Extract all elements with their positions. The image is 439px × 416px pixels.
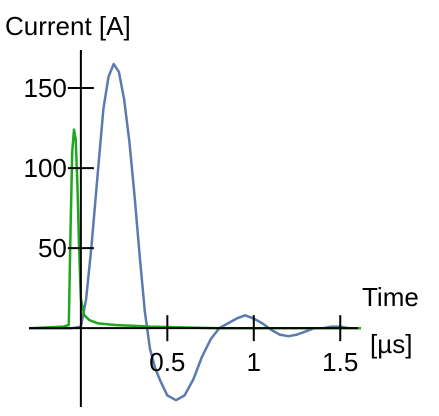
x-axis-label-time: Time [362, 282, 419, 312]
ticks-layer: 50 100 150 0.5 1 1.5 [23, 73, 358, 377]
x-axis-label-unit: [µs] [370, 329, 412, 359]
y-tick-label: 150 [23, 73, 66, 103]
x-tick-label: 1 [247, 347, 261, 377]
x-tick-label: 0.5 [149, 347, 185, 377]
y-tick-label: 50 [38, 233, 67, 263]
series-line-blue [29, 62, 358, 402]
axes-layer [29, 50, 358, 407]
y-axis-label: Current [A] [5, 11, 131, 41]
series-line-green [28, 128, 361, 330]
y-tick-label: 100 [23, 153, 66, 183]
series-layer [28, 62, 361, 402]
x-tick-label: 1.5 [322, 347, 358, 377]
